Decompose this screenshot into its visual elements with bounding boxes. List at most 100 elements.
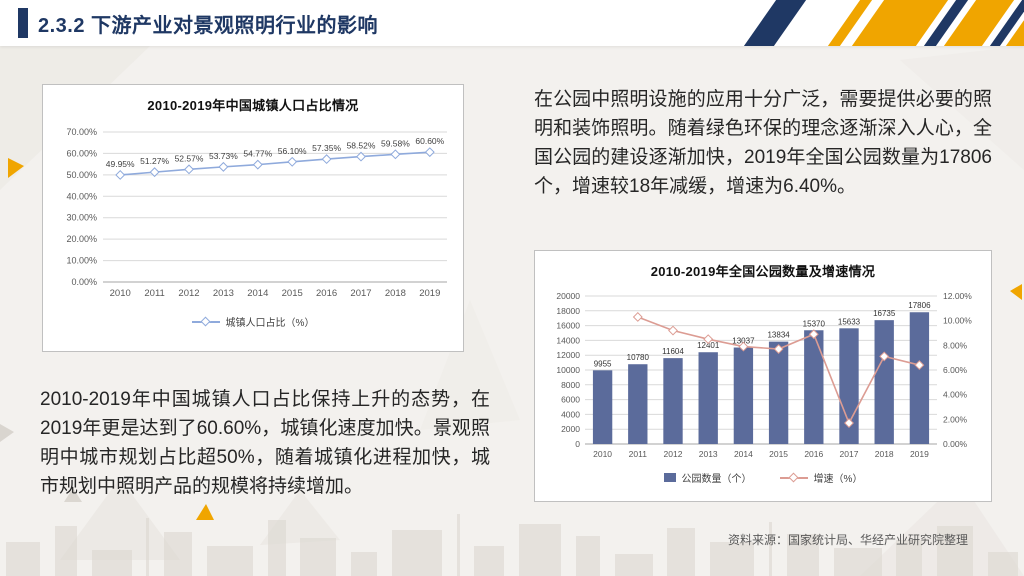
svg-text:2.00%: 2.00%	[943, 414, 968, 424]
svg-text:10780: 10780	[627, 353, 650, 362]
svg-text:15370: 15370	[803, 319, 826, 328]
svg-text:2018: 2018	[875, 449, 894, 459]
svg-text:10.00%: 10.00%	[943, 316, 972, 326]
svg-text:13037: 13037	[732, 337, 755, 346]
svg-text:57.35%: 57.35%	[312, 143, 341, 153]
svg-text:2014: 2014	[734, 449, 753, 459]
svg-text:52.57%: 52.57%	[175, 153, 204, 163]
svg-text:16735: 16735	[873, 309, 896, 318]
svg-text:0.00%: 0.00%	[71, 277, 97, 287]
svg-text:11604: 11604	[662, 347, 684, 356]
svg-text:15633: 15633	[838, 317, 861, 326]
gold-triangle-left	[8, 158, 24, 178]
svg-text:0.00%: 0.00%	[943, 439, 968, 449]
building-silhouette	[6, 542, 40, 576]
svg-text:2016: 2016	[804, 449, 823, 459]
building-silhouette	[987, 552, 1018, 576]
svg-text:8000: 8000	[561, 380, 580, 390]
svg-text:2014: 2014	[247, 288, 268, 299]
building-silhouette	[667, 528, 696, 576]
svg-text:2017: 2017	[840, 449, 859, 459]
urban-chart-legend: 城镇人口占比（%）	[43, 314, 463, 329]
svg-text:2011: 2011	[629, 449, 648, 459]
svg-text:40.00%: 40.00%	[66, 191, 97, 201]
building-silhouette	[614, 554, 653, 576]
building-silhouette	[300, 538, 337, 576]
building-silhouette	[267, 520, 286, 576]
svg-text:30.00%: 30.00%	[66, 213, 97, 223]
svg-text:6.00%: 6.00%	[943, 365, 968, 375]
svg-text:17806: 17806	[908, 301, 931, 310]
park-count-chart-card: 2010-2019年全国公园数量及增速情况 0 2000 4000 6000 8000 1…	[534, 250, 992, 502]
svg-text:2015: 2015	[769, 449, 788, 459]
title-accent-bar	[18, 8, 28, 38]
svg-text:13834: 13834	[767, 331, 790, 340]
svg-text:4.00%: 4.00%	[943, 390, 968, 400]
bar-marker-icon	[663, 473, 676, 482]
svg-text:51.27%: 51.27%	[140, 156, 169, 166]
gold-triangle-right	[1010, 284, 1022, 300]
svg-text:2018: 2018	[385, 288, 406, 299]
svg-text:2019: 2019	[419, 288, 440, 299]
svg-text:2013: 2013	[213, 288, 234, 299]
svg-text:8.00%: 8.00%	[943, 340, 968, 350]
building-silhouette	[456, 514, 460, 576]
building-silhouette	[351, 552, 378, 576]
svg-text:9955: 9955	[594, 359, 612, 368]
page-title: 2.3.2 下游产业对景观照明行业的影响	[38, 15, 379, 37]
svg-text:2012: 2012	[178, 288, 199, 299]
svg-text:49.95%: 49.95%	[106, 159, 135, 169]
urban-chart-plot: 0.00% 10.00% 20.00% 30.00% 40.00% 50.00% 60.00…	[66, 127, 447, 299]
building-silhouette	[206, 546, 253, 576]
svg-text:2017: 2017	[350, 288, 371, 299]
urban-legend-label: 城镇人口占比（%）	[225, 318, 315, 329]
park-chart-legend: 公园数量（个） 增速（%）	[535, 470, 991, 485]
park-chart-plot: 0 2000 4000 6000 8000 10000 12000 14000 16000 180…	[556, 291, 972, 459]
urban-population-chart-card: 2010-2019年中国城镇人口占比情况 0.00% 10.00% 20.00% 30…	[42, 84, 464, 352]
building-silhouette	[164, 532, 193, 576]
svg-text:70.00%: 70.00%	[66, 127, 97, 137]
svg-text:59.58%: 59.58%	[381, 138, 410, 148]
building-silhouette	[391, 530, 442, 576]
svg-text:12401: 12401	[697, 341, 720, 350]
svg-text:2000: 2000	[561, 424, 580, 434]
building-silhouette	[575, 536, 600, 576]
svg-text:56.10%: 56.10%	[278, 146, 307, 156]
building-silhouette	[54, 526, 77, 576]
svg-text:12000: 12000	[556, 350, 580, 360]
svg-text:10.00%: 10.00%	[66, 256, 97, 266]
svg-text:4000: 4000	[561, 409, 580, 419]
svg-text:10000: 10000	[556, 365, 580, 375]
svg-text:2016: 2016	[316, 288, 337, 299]
svg-text:2012: 2012	[664, 449, 683, 459]
park-chart-title: 2010-2019年全国公园数量及增速情况	[650, 264, 876, 279]
urban-chart-title: 2010-2019年中国城镇人口占比情况	[147, 98, 359, 113]
svg-text:60.00%: 60.00%	[66, 148, 97, 158]
svg-text:20.00%: 20.00%	[66, 234, 97, 244]
svg-text:2010: 2010	[593, 449, 612, 459]
svg-text:12.00%: 12.00%	[943, 291, 972, 301]
park-legend-line-label: 增速（%）	[813, 474, 863, 485]
building-silhouette	[146, 518, 150, 576]
svg-text:2019: 2019	[910, 449, 929, 459]
header-bar: 2.3.2 下游产业对景观照明行业的影响	[0, 0, 1024, 46]
header-stripe-decoration	[744, 0, 1024, 46]
svg-text:6000: 6000	[561, 395, 580, 405]
svg-text:54.77%: 54.77%	[243, 149, 272, 159]
svg-text:2015: 2015	[282, 288, 303, 299]
building-silhouette	[91, 550, 132, 576]
svg-text:2013: 2013	[699, 449, 718, 459]
svg-text:16000: 16000	[556, 321, 580, 331]
urbanization-paragraph: 2010-2019年中国城镇人口占比保持上升的态势，在2019年更是达到了60.…	[40, 389, 490, 497]
svg-text:14000: 14000	[556, 335, 580, 345]
svg-text:0: 0	[575, 439, 580, 449]
svg-text:58.52%: 58.52%	[347, 141, 376, 151]
svg-text:60.60%: 60.60%	[415, 136, 444, 146]
gray-triangle-left	[0, 424, 14, 442]
park-legend-bar-label: 公园数量（个）	[681, 474, 752, 485]
building-silhouette	[474, 546, 505, 576]
line-marker-icon	[191, 316, 220, 326]
gold-triangle-bottom	[196, 504, 214, 520]
svg-text:2011: 2011	[144, 288, 164, 299]
header-stripe	[744, 0, 815, 46]
